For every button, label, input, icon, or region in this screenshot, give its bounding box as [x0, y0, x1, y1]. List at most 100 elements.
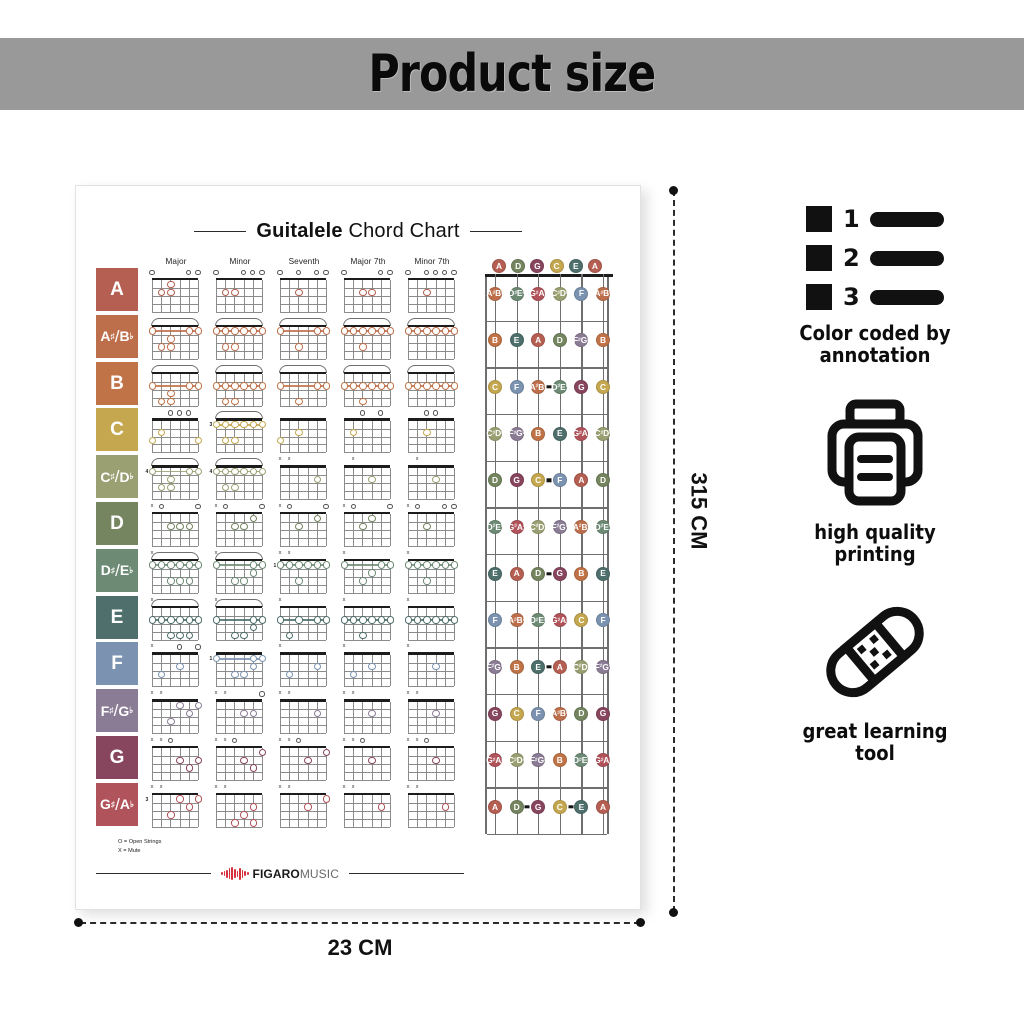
fret-3 [152, 818, 198, 820]
chord-diagram-F-major[interactable]: x [144, 642, 208, 689]
barre-dot [432, 561, 440, 569]
chord-diagram-B-seventh[interactable] [272, 362, 336, 409]
note-tile-F#/Gb[interactable]: F ♯ / G ♭ [96, 689, 138, 733]
chord-diagram-A#/Bb-minor-7th[interactable] [400, 315, 464, 362]
chord-diagram-C#/Db-minor-7th[interactable]: x [400, 455, 464, 502]
chord-diagram-B-major[interactable] [144, 362, 208, 409]
note-tile-E[interactable]: E [96, 595, 138, 639]
chord-diagram-A-major-7th[interactable] [336, 268, 400, 315]
finger-dot [158, 343, 166, 351]
chord-diagram-C-major-7th[interactable] [336, 408, 400, 455]
note-tile-C[interactable]: C [96, 408, 138, 452]
chord-diagram-F-minor[interactable]: 1 [208, 642, 272, 689]
fretboard-note-f7-s4: G [552, 566, 567, 581]
string-6 [198, 561, 199, 593]
barre-dot [249, 327, 257, 335]
note-tile-D#/Eb[interactable]: D ♯ / E ♭ [96, 548, 138, 592]
fretboard-note-f2-s3: A [531, 333, 546, 348]
string-6 [326, 327, 327, 359]
chord-diagram-D-seventh[interactable]: x [272, 502, 336, 549]
chord-diagram-E-seventh[interactable]: x [272, 596, 336, 643]
cc-row-3: 3 [745, 283, 1005, 311]
chord-diagram-D-major[interactable]: x [144, 502, 208, 549]
chord-diagram-F-major-7th[interactable]: x [336, 642, 400, 689]
barre-dot [322, 327, 331, 335]
note-tile-A[interactable]: A [96, 268, 138, 311]
chord-diagram-F-minor-7th[interactable]: x [400, 642, 464, 689]
chord-diagram-F-seventh[interactable]: x [272, 642, 336, 689]
chord-diagram-C-major[interactable] [144, 408, 208, 455]
note-tile-F[interactable]: F [96, 642, 138, 686]
chord-diagram-D#/Eb-major[interactable]: x [144, 549, 208, 596]
fret-3 [344, 350, 390, 352]
chord-diagram-A#/Bb-major[interactable] [144, 315, 208, 362]
wave-bar-7 [239, 867, 241, 880]
chord-diagram-C#/Db-major[interactable]: 4 [144, 455, 208, 502]
note-tile-G[interactable]: G [96, 735, 138, 779]
chord-diagram-D-minor-7th[interactable]: x [400, 502, 464, 549]
chord-diagram-B-minor-7th[interactable] [400, 362, 464, 409]
chord-diagram-A-major[interactable] [144, 268, 208, 315]
chord-diagram-B-minor[interactable] [208, 362, 272, 409]
string-6 [262, 795, 263, 827]
chord-diagram-A#/Bb-major-7th[interactable] [336, 315, 400, 362]
note-tile-A#/Bb[interactable]: A ♯ / B ♭ [96, 314, 138, 358]
fretboard-note-f7-s5: B [574, 566, 589, 581]
chord-diagram-C#/Db-minor[interactable]: 4 [208, 455, 272, 502]
fret-1 [152, 475, 198, 477]
chord-diagram-C#/Db-major-7th[interactable]: x [336, 455, 400, 502]
chord-diagram-D#/Eb-minor-7th[interactable]: x [400, 549, 464, 596]
chord-diagram-A#/Bb-minor[interactable] [208, 315, 272, 362]
chord-diagram-D-major-7th[interactable]: x [336, 502, 400, 549]
fret-position-number: 3 [209, 422, 213, 429]
note-tile-G#/Ab[interactable]: G ♯ / A ♭ [96, 782, 138, 826]
chord-diagram-E-major-7th[interactable]: x [336, 596, 400, 643]
chord-diagram-A-seventh[interactable] [272, 268, 336, 315]
dim-endpoint-left [72, 916, 85, 929]
fret-grid [408, 607, 455, 641]
barre-dot [258, 616, 267, 624]
chord-diagram-C-minor-7th[interactable] [400, 408, 464, 455]
note-tile-C#/Db[interactable]: C ♯ / D ♭ [96, 455, 138, 499]
barre-dot [185, 382, 193, 390]
chord-diagram-C-minor[interactable]: 3 [208, 408, 272, 455]
chord-diagram-A-minor[interactable] [208, 268, 272, 315]
chord-diagram-B-major-7th[interactable] [336, 362, 400, 409]
fret-3 [280, 584, 326, 586]
fret-2 [344, 296, 390, 298]
fret-1 [344, 381, 390, 383]
chord-diagram-E-minor[interactable]: x [208, 596, 272, 643]
chord-diagram-E-minor-7th[interactable]: x [400, 596, 464, 643]
chord-diagram-A#/Bb-seventh[interactable] [272, 315, 336, 362]
mute-string-marker: x [159, 690, 163, 697]
barre-dot [258, 382, 267, 390]
chord-diagram-E-major[interactable]: x [144, 596, 208, 643]
chord-diagram-D#/Eb-major-7th[interactable]: x [336, 549, 400, 596]
note-tile-D[interactable]: D [96, 501, 138, 545]
note-tile-B[interactable]: B [96, 361, 138, 405]
chord-diagram-D-minor[interactable]: x [208, 502, 272, 549]
fret-position-number: 3 [145, 796, 149, 803]
chord-diagram-A-minor-7th[interactable] [400, 268, 464, 315]
barre-dot [340, 382, 349, 390]
chord-diagram-C-seventh[interactable] [272, 408, 336, 455]
chord-diagram-D#/Eb-minor[interactable]: x [208, 549, 272, 596]
